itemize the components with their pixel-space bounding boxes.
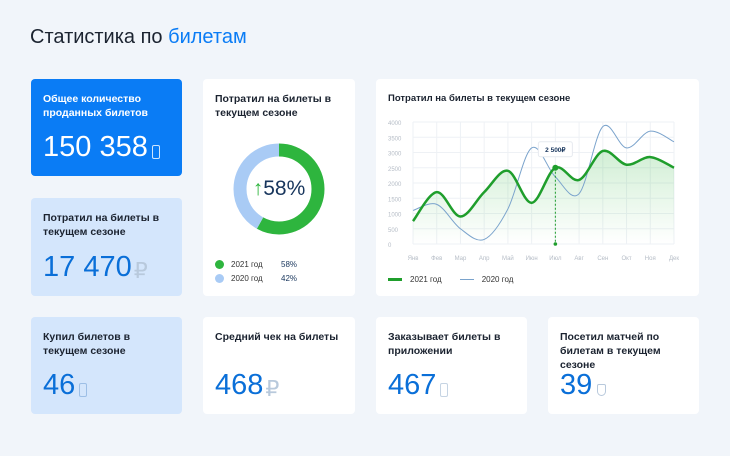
y-tick-label: 2500 [388,167,402,173]
line-chart: 0 500 1000 1500 2000 2500 3000 3500 4000 Янв Фев Ма… [388,121,679,262]
card-spent: Потратил на билеты в текущем сезоне 17 4… [31,198,182,296]
shield-icon [597,384,607,396]
x-tick-label: Июн [526,256,538,262]
x-tick-label: Окт [621,256,631,262]
x-tick-label: Янв [408,256,419,262]
area-2021 [413,150,674,244]
ticket-icon [440,383,449,397]
card-matches: Посетил матчей по билетам в текущем сезо… [548,317,699,414]
card-donut: Потратил на билеты в текущем сезоне ↑58%… [203,79,355,296]
y-tick-label: 3500 [388,136,402,142]
legend-dot-2020 [215,274,224,283]
x-tick-label: Ноя [645,256,656,262]
tooltip-point[interactable] [552,164,559,171]
ticket-icon [79,383,88,397]
x-tick-label: Авг [574,256,584,262]
card-total-tickets: Общее количество проданных билетов 150 3… [31,79,182,176]
y-tick-label: 4000 [388,121,402,127]
series-line-2020 [412,124,675,241]
x-tick-label: Фев [431,256,442,262]
card-app: Заказывает билеты в приложении 467 [376,317,527,414]
legend-dot-2021 [215,260,224,269]
legend-line-2020 [459,279,474,280]
tooltip-box [537,141,573,158]
x-tick-label: Мар [455,256,467,262]
x-tick-label: Сен [597,256,608,262]
axis-marker [553,242,558,246]
tooltip-label: 2 500₽ [545,146,566,154]
x-tick-label: Дек [669,256,679,262]
x-tick-label: Апр [479,256,490,262]
y-tick-label: 1500 [388,197,402,203]
legend-line-2021 [388,278,402,281]
x-tick-label: Май [502,255,514,262]
card-bought: Купил билетов в текущем сезоне 46 [31,317,182,414]
donut-segment-1 [233,143,325,235]
card-line-chart: Потратил на билеты в текущем сезоне 0 500… [376,79,699,296]
arrow-up-icon: ↑ [252,177,264,200]
series-line-2021 [411,149,675,222]
y-tick-label: 3000 [388,152,402,158]
x-tick-label: Июл [549,256,562,262]
y-tick-label: 500 [388,228,399,234]
donut-chart [233,143,325,235]
y-tick-label: 0 [388,243,392,249]
y-tick-label: 2000 [388,182,402,188]
page-title: Статистика по билетам [30,26,247,48]
y-tick-label: 1000 [388,213,402,219]
ticket-icon [151,145,160,159]
card-avg-check: Средний чек на билеты 468 ₽ [203,317,355,414]
